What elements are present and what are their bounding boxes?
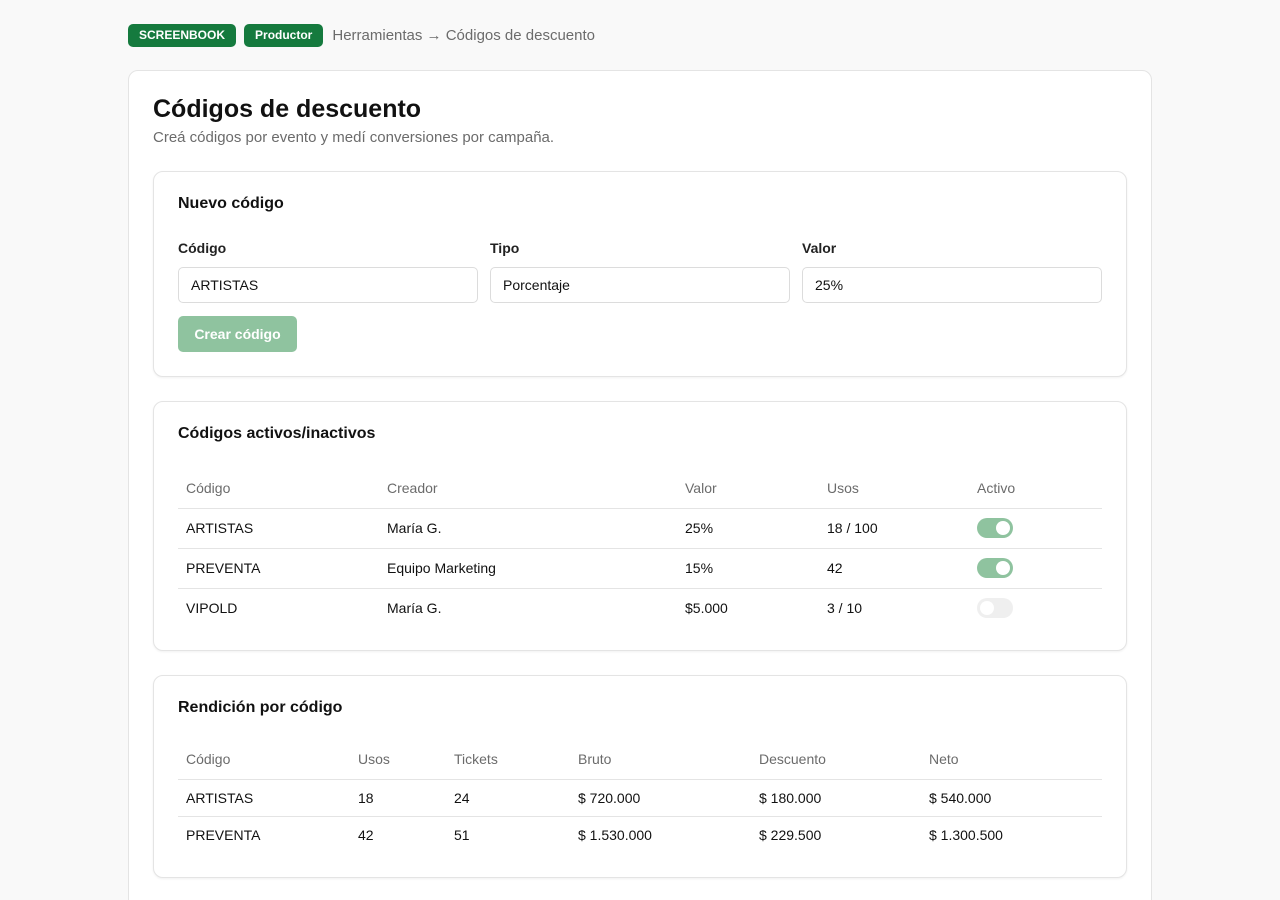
main-panel: Códigos de descuento Creá códigos por ev… [128, 70, 1152, 900]
toggle-knob [996, 561, 1010, 575]
tickets-cell: 24 [446, 779, 570, 817]
col-creator: Creador [379, 468, 677, 509]
create-code-button[interactable]: Crear código [178, 316, 297, 352]
creator-cell: María G. [387, 600, 442, 617]
uses-cell: 42 [358, 826, 374, 843]
codes-header-row: Código Creador Valor Usos Activo [178, 468, 1102, 509]
table-row: PREVENTA Equipo Marketing 15% 42 [178, 548, 1102, 589]
gross-cell: $ 720.000 [570, 779, 751, 817]
col-uses: Usos [350, 739, 446, 780]
tickets-cell: 51 [454, 826, 470, 843]
table-row: PREVENTA 42 51 $ 1.530.000 $ 229.500 $ 1… [178, 816, 1102, 853]
col-uses: Usos [819, 468, 969, 509]
new-code-title: Nuevo código [178, 195, 284, 212]
page-title: Códigos de descuento [153, 95, 422, 123]
uses-cell: 18 / 100 [819, 508, 969, 549]
code-input[interactable]: ARTISTAS [178, 267, 478, 303]
col-code: Código [178, 468, 379, 509]
page-subtitle: Creá códigos por evento y medí conversio… [153, 129, 555, 146]
role-badge: Productor [244, 24, 324, 47]
col-gross: Bruto [570, 739, 751, 780]
toggle-knob [980, 601, 994, 616]
creator-cell: Equipo Marketing [379, 548, 677, 589]
uses-cell: 18 [350, 779, 446, 817]
code-cell: ARTISTAS [178, 508, 379, 549]
col-discount: Descuento [751, 739, 921, 780]
table-row: ARTISTAS María G. 25% 18 / 100 [178, 508, 1102, 549]
code-cell: VIPOLD [186, 600, 238, 617]
active-toggle[interactable] [977, 598, 1013, 619]
performance-title: Rendición por código [178, 699, 343, 716]
uses-cell: 3 / 10 [827, 600, 863, 617]
active-cell [969, 508, 1102, 549]
brand-badge[interactable]: SCREENBOOK [128, 24, 237, 47]
col-code: Código [178, 739, 350, 780]
table-row: ARTISTAS 18 24 $ 720.000 $ 180.000 $ 540… [178, 779, 1102, 817]
discount-cell: $ 229.500 [759, 826, 822, 843]
code-field: Código ARTISTAS [178, 240, 478, 303]
col-net: Neto [921, 739, 1102, 780]
table-row: VIPOLD María G. $5.000 3 / 10 [178, 588, 1102, 628]
type-field: Tipo Porcentaje [490, 240, 790, 303]
code-cell: ARTISTAS [178, 779, 350, 817]
value-cell: $5.000 [685, 600, 728, 617]
toggle-knob [996, 521, 1010, 535]
col-tickets: Tickets [446, 739, 570, 780]
code-cell: PREVENTA [186, 826, 261, 843]
value-label: Valor [802, 240, 837, 256]
breadcrumb: Herramientas → Códigos de descuento [332, 27, 595, 44]
creator-cell: María G. [379, 508, 677, 549]
value-cell: 25% [677, 508, 819, 549]
active-toggle[interactable] [977, 558, 1013, 578]
performance-table: Código Usos Tickets Bruto Descuento Neto… [178, 739, 1102, 853]
type-select[interactable]: Porcentaje [490, 267, 790, 303]
net-cell: $ 1.300.500 [929, 826, 1003, 843]
col-value: Valor [677, 468, 819, 509]
new-code-card: Nuevo código Código ARTISTAS Tipo Porcen… [153, 171, 1127, 377]
code-cell: PREVENTA [178, 548, 379, 589]
codes-card: Códigos activos/inactivos Código Creador… [153, 401, 1127, 651]
uses-cell: 42 [819, 548, 969, 589]
codes-title: Códigos activos/inactivos [178, 425, 376, 442]
value-cell: 15% [677, 548, 819, 589]
active-toggle[interactable] [977, 518, 1013, 538]
codes-table: Código Creador Valor Usos Activo ARTISTA… [178, 468, 1102, 628]
type-label: Tipo [490, 240, 520, 256]
gross-cell: $ 1.530.000 [578, 826, 652, 843]
performance-header-row: Código Usos Tickets Bruto Descuento Neto [178, 739, 1102, 780]
performance-card: Rendición por código Código Usos Tickets… [153, 675, 1127, 878]
code-label: Código [178, 240, 227, 256]
active-cell [969, 588, 1102, 628]
value-field: Valor 25% [802, 240, 1102, 303]
discount-cell: $ 180.000 [751, 779, 921, 817]
value-input[interactable]: 25% [802, 267, 1102, 303]
net-cell: $ 540.000 [921, 779, 1102, 817]
top-bar: SCREENBOOK Productor Herramientas → Códi… [128, 24, 595, 47]
col-active: Activo [969, 468, 1102, 509]
active-cell [969, 548, 1102, 589]
